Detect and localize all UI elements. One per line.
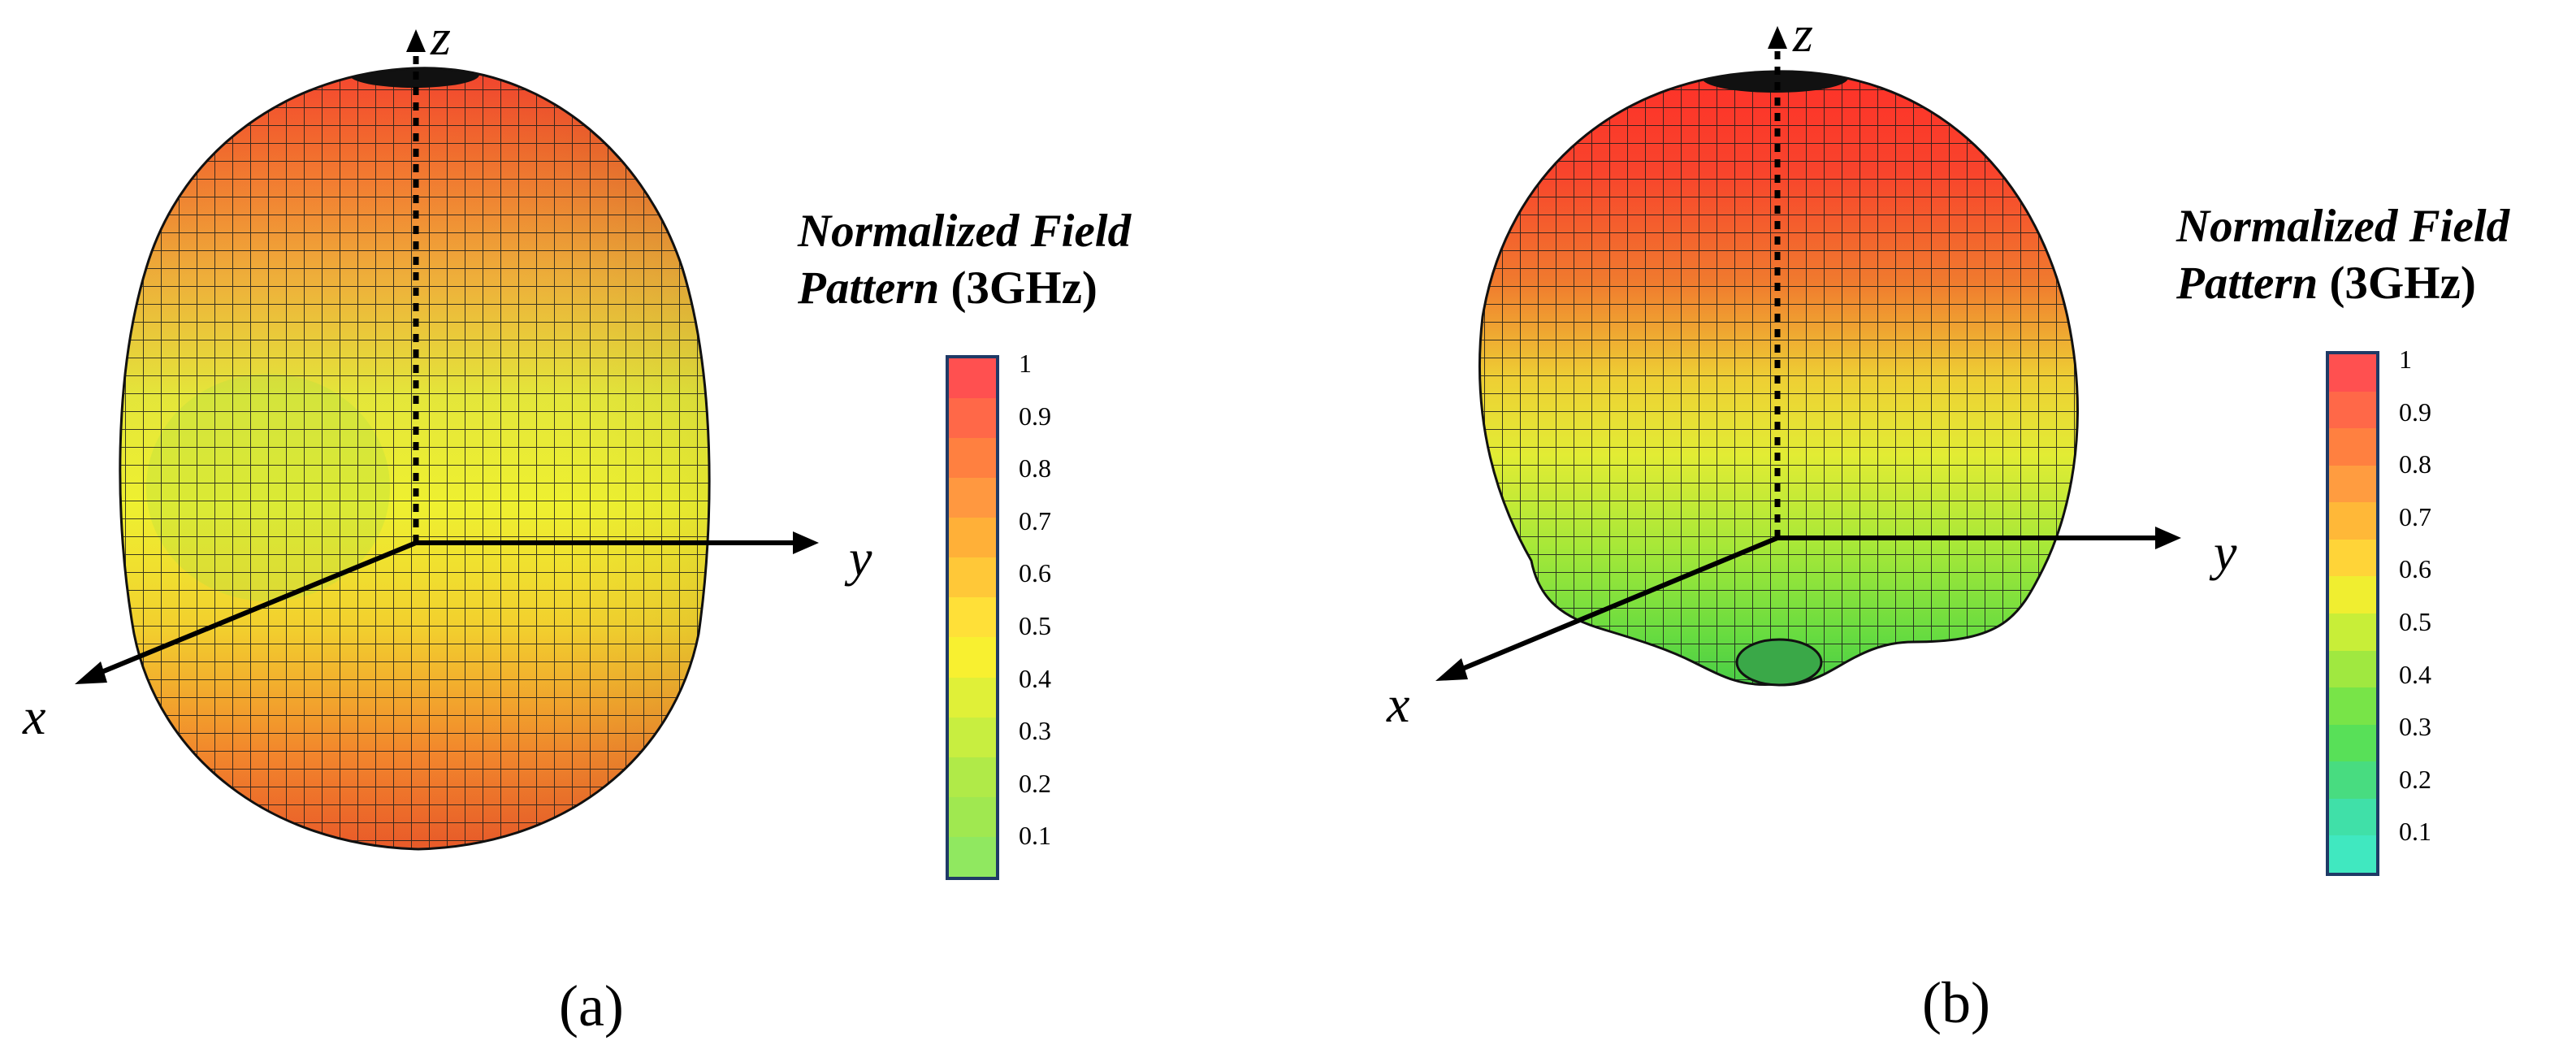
colorbar-segment	[2329, 798, 2376, 836]
colorbar-title-b: Normalized Field Pattern (3GHz)	[2176, 198, 2509, 312]
colorbar-segment	[2329, 835, 2376, 873]
y-arrowhead	[793, 531, 819, 554]
colorbar-tick-label: 0.9	[2399, 397, 2431, 427]
x-axis-label: x	[23, 687, 46, 745]
colorbar-title-frequency: (3GHz)	[2329, 258, 2476, 309]
colorbar-b	[2326, 351, 2379, 876]
colorbar-tick-label: 0.2	[1019, 768, 1051, 798]
caption-b: (b)	[1922, 970, 1990, 1035]
x-arrowhead	[75, 661, 107, 684]
colorbar-tick-label: 0.7	[2399, 501, 2431, 531]
colorbar-a	[946, 355, 999, 880]
y-axis-label: y	[2214, 523, 2237, 581]
colorbar-segment	[949, 757, 996, 797]
z-axis-label: z	[1793, 5, 1813, 63]
z-arrowhead	[1768, 26, 1787, 49]
x-axis	[94, 540, 418, 677]
back-lobe	[1735, 638, 1823, 687]
caption-a: (a)	[559, 973, 624, 1038]
colorbar-segment	[2329, 576, 2376, 614]
colorbar-segment	[949, 637, 996, 678]
colorbar-tick-label: 0.6	[2399, 554, 2431, 584]
colorbar-segment	[2329, 354, 2376, 392]
colorbar-tick-label: 0.9	[1019, 401, 1051, 431]
colorbar-tick-label: 1	[2399, 345, 2412, 374]
radiation-pattern-b	[1435, 26, 2181, 687]
colorbar-segment	[2329, 687, 2376, 725]
colorbar-segment	[2329, 428, 2376, 466]
colorbar-segment	[949, 478, 996, 518]
colorbar-tick-label: 0.5	[2399, 607, 2431, 636]
colorbar-title-a: Normalized Field Pattern (3GHz)	[798, 203, 1131, 317]
colorbar-segment	[949, 796, 996, 837]
colorbar-tick-label: 0.7	[1019, 505, 1051, 536]
colorbar-segment	[2329, 391, 2376, 429]
x-axis	[1455, 536, 1779, 674]
colorbar-segment	[2329, 465, 2376, 503]
z-arrowhead	[406, 29, 426, 52]
colorbar-tick-label: 0.8	[2399, 449, 2431, 479]
colorbar-segment	[949, 677, 996, 718]
colorbar-segment	[2329, 613, 2376, 651]
colorbar-segment	[949, 717, 996, 757]
colorbar-title-pattern: Pattern	[798, 262, 940, 314]
colorbar-tick-label: 0.8	[1019, 453, 1051, 483]
colorbar-segment	[949, 438, 996, 479]
colorbar-tick-label: 0.3	[2399, 712, 2431, 742]
x-axis-label: x	[1387, 675, 1410, 733]
y-axis-label: y	[849, 529, 872, 587]
colorbar-title-pattern: Pattern	[2176, 258, 2318, 309]
colorbar-tick-label: 0.3	[1019, 716, 1051, 746]
colorbar-tick-label: 0.6	[1019, 558, 1051, 588]
pattern-surface-a	[119, 67, 710, 849]
colorbar-segment	[2329, 724, 2376, 762]
colorbar-segment	[949, 398, 996, 439]
colorbar-tick-label: 0.4	[1019, 663, 1051, 693]
colorbar-title-line1: Normalized Field	[2176, 201, 2510, 252]
colorbar-segment	[949, 597, 996, 638]
colorbar-segment	[2329, 502, 2376, 540]
colorbar-tick-label: 0.1	[1019, 821, 1051, 851]
x-arrowhead	[1435, 658, 1468, 681]
colorbar-segment	[949, 836, 996, 877]
colorbar-tick-label: 0.5	[1019, 611, 1051, 640]
colorbar-tick-label: 0.4	[2399, 659, 2431, 689]
y-arrowhead	[2155, 527, 2181, 549]
colorbar-tick-label: 0.1	[2399, 817, 2431, 847]
colorbar-tick-label: 1	[1019, 349, 1032, 378]
colorbar-segment	[2329, 539, 2376, 577]
colorbar-segment	[2329, 650, 2376, 688]
colorbar-segment	[949, 518, 996, 558]
colorbar-title-line1: Normalized Field	[798, 206, 1132, 257]
radiation-pattern-a	[75, 29, 819, 851]
z-axis-label: z	[431, 8, 451, 66]
panel-a: z y x Normalized Field Pattern (3GHz) 1 0…	[23, 8, 1131, 1038]
colorbar-segment	[2329, 761, 2376, 799]
colorbar-segment	[949, 557, 996, 598]
colorbar-segment	[949, 358, 996, 399]
colorbar-tick-label: 0.2	[2399, 764, 2431, 794]
colorbar-title-frequency: (3GHz)	[950, 262, 1098, 314]
panel-b: z y x Normalized Field Pattern (3GHz) 1 0…	[1288, 0, 2576, 1058]
